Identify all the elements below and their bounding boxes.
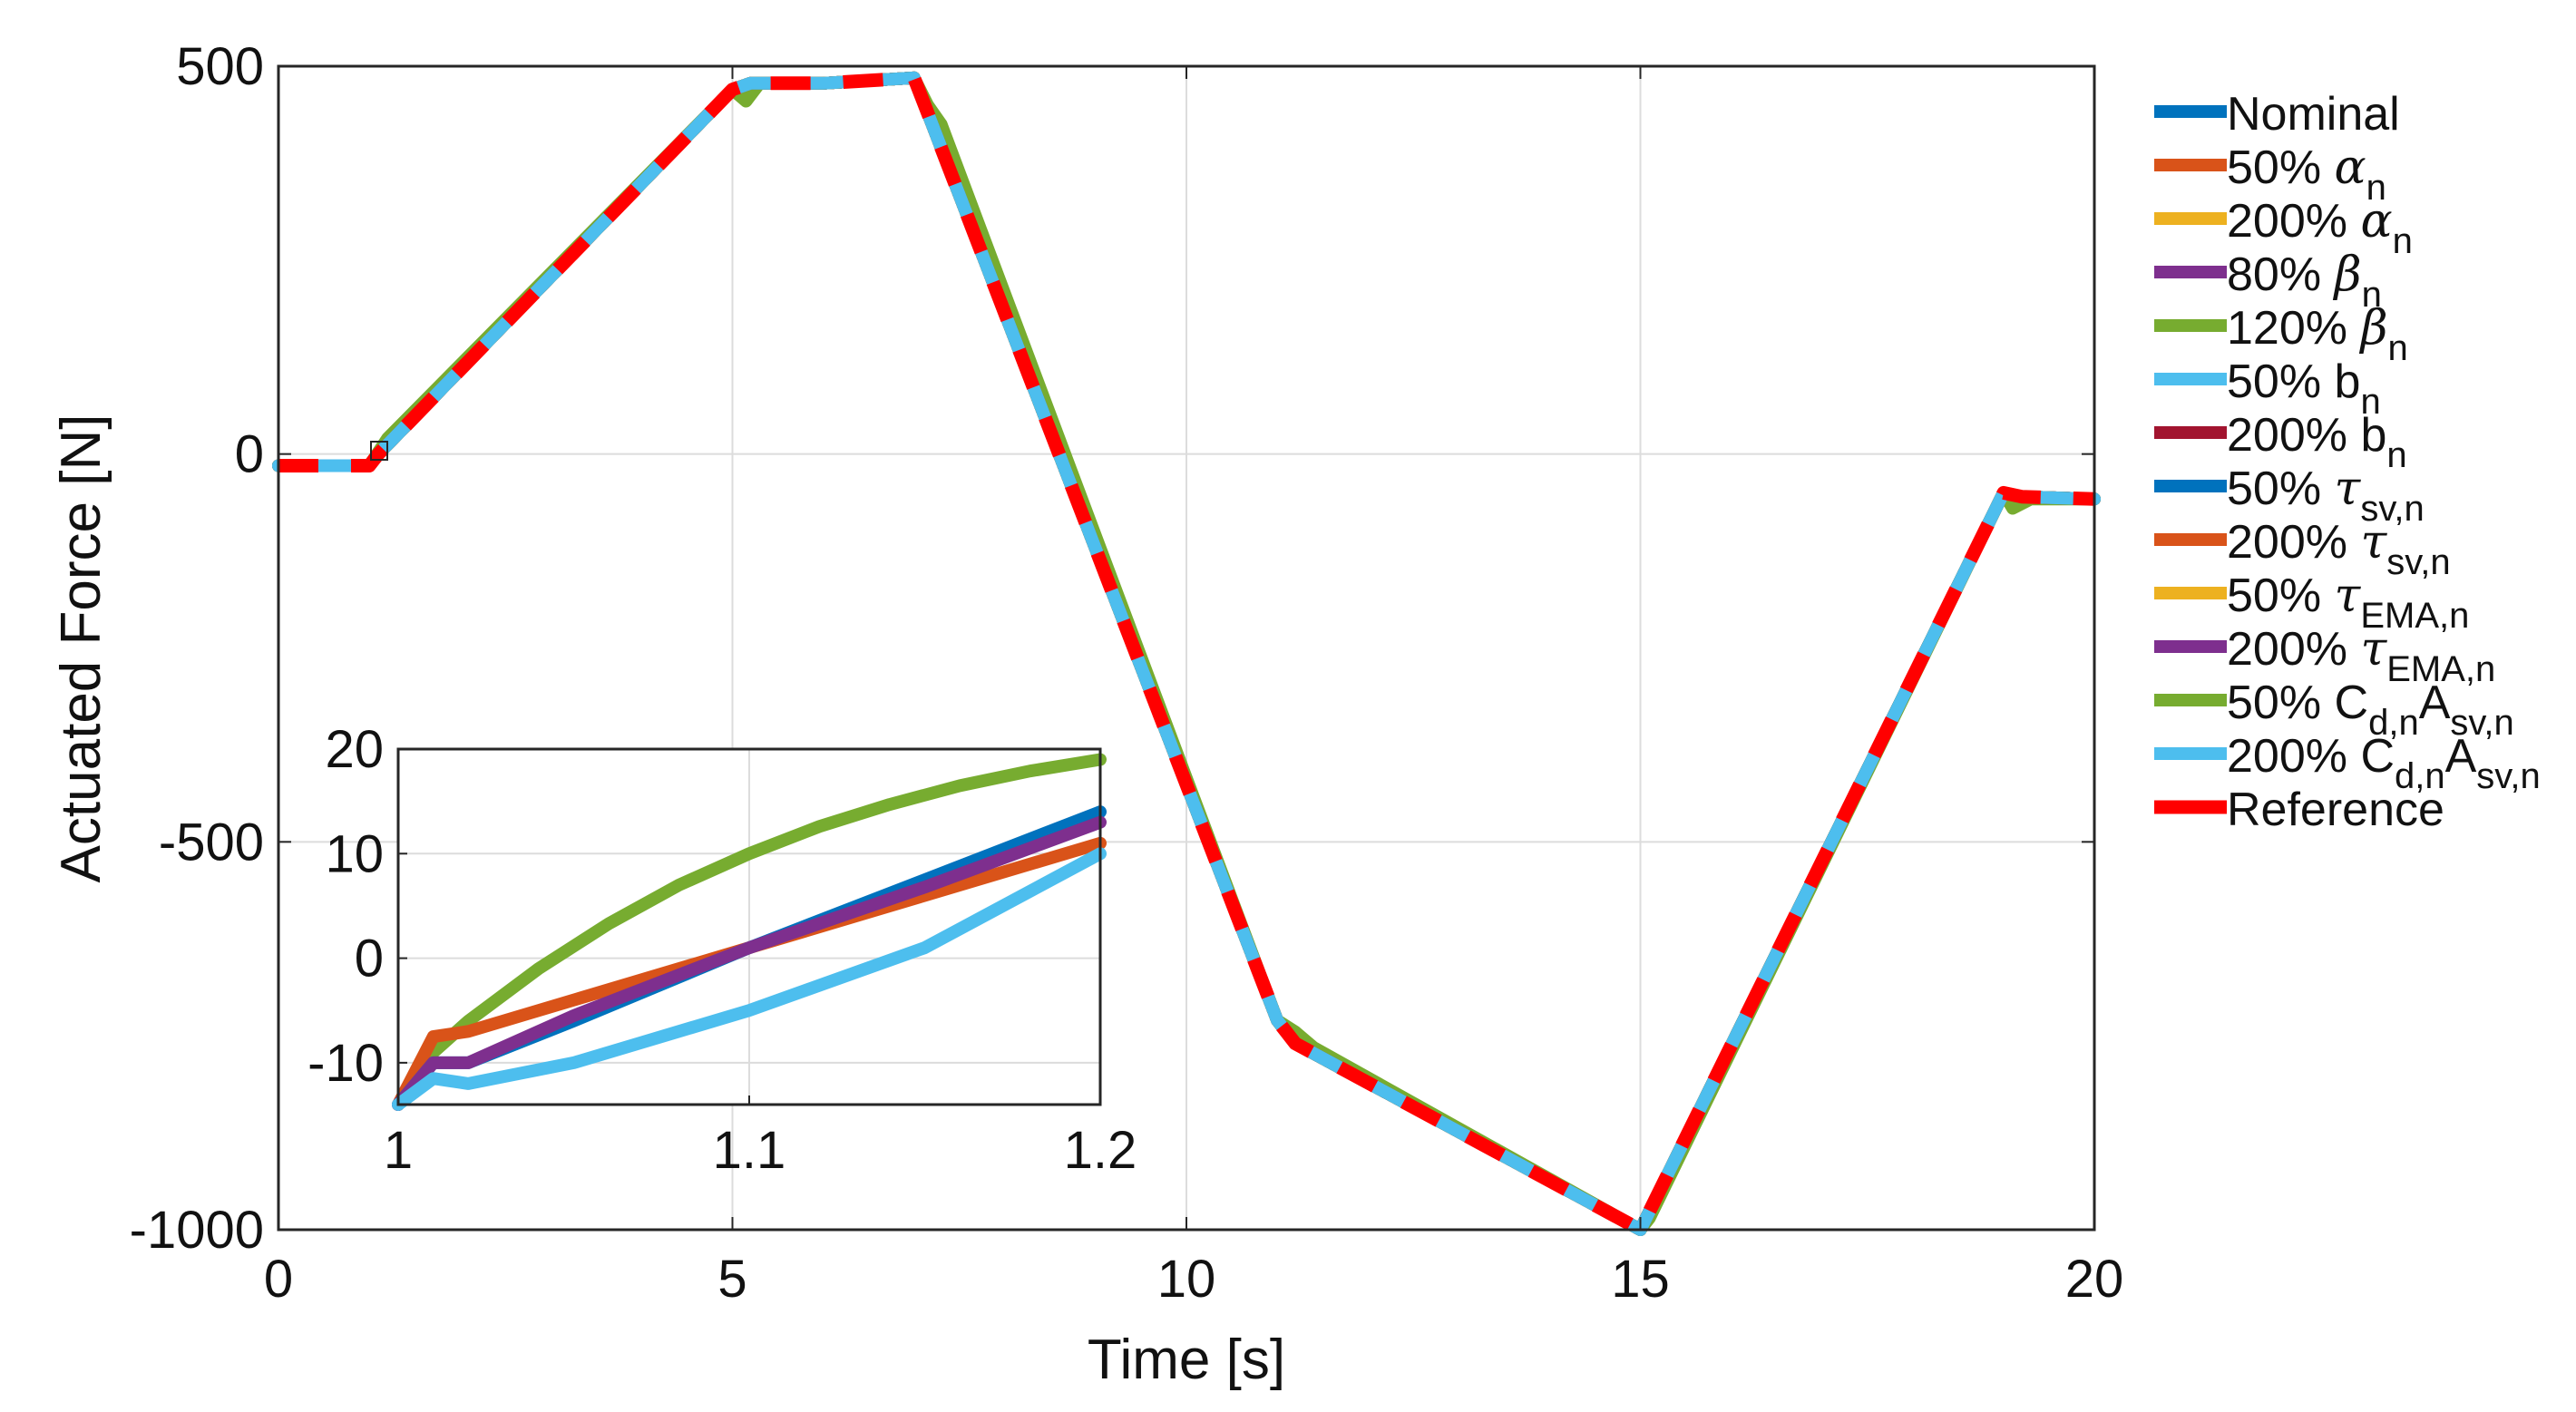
legend-label-label-sub: n (2388, 328, 2408, 368)
legend-label-label-sym: α (2335, 141, 2366, 195)
legend-label-label-main: 50% (2227, 570, 2335, 622)
main-y-tick-label: -1000 (130, 1201, 264, 1260)
legend-label-label-sub: d,n (2395, 756, 2445, 796)
legend-label-label-main: 120% (2227, 302, 2360, 355)
legend-label: 80% βn (2227, 248, 2382, 315)
legend-label-label-main: 50% (2227, 463, 2335, 515)
main-x-tick-label: 20 (2065, 1250, 2124, 1309)
legend-label-label-sym: α (2360, 194, 2392, 248)
legend-label-label-main: Reference (2227, 784, 2444, 836)
legend-label: Reference (2227, 784, 2444, 836)
legend-label-label-sym: τ (2360, 515, 2387, 570)
inset-x-tick-label: 1.1 (713, 1121, 786, 1180)
legend-label-label-sub: n (2360, 382, 2380, 422)
inset-x-ticks: 1 1.1 1.2 (384, 1096, 1137, 1180)
inset-series (392, 753, 1107, 1111)
legend-label-label-tail: A (2419, 677, 2451, 729)
inset-x-tick-label: 1 (384, 1121, 413, 1180)
inset-y-ticks: 20 10 0 -10 (307, 720, 407, 1093)
legend-label-label-sub: n (2362, 275, 2382, 315)
legend-label-label-sub: n (2393, 221, 2413, 261)
legend-item: 50% bn (2154, 355, 2381, 422)
legend-label-label-main: 50% (2227, 141, 2335, 194)
main-x-tick-label: 10 (1157, 1250, 1216, 1309)
legend-item: 200% Cd,nAsv,n (2154, 730, 2541, 796)
zoom-region-marker (370, 441, 388, 461)
legend-label-label-sub: sv,n (2386, 542, 2450, 582)
legend-label-label-main: 80% (2227, 248, 2335, 301)
series-line-reference (278, 71, 2095, 1237)
legend-label-label-main: Nominal (2227, 88, 2400, 141)
legend-label-label-main: 50% b (2227, 355, 2360, 408)
legend-label-label-sym: τ (2360, 622, 2387, 677)
legend-label-label-sub: n (2386, 435, 2406, 475)
legend-label: 200% Cd,nAsv,n (2227, 730, 2541, 796)
inset-series-line-200-c-d-n-a-sv-n (392, 847, 1107, 1111)
legend-label-label-main: 200% (2227, 516, 2360, 569)
legend-label-label-main: 200% (2227, 623, 2360, 676)
main-y-ticks: 500 0 -500 -1000 (130, 37, 2094, 1260)
legend-item: 200% τEMA,n (2154, 622, 2495, 689)
legend-label: 200% τEMA,n (2227, 622, 2495, 689)
legend-label-label-main: 200% (2227, 195, 2360, 248)
legend-item: 50% τsv,n (2154, 462, 2425, 529)
inset-y-tick-label: 10 (325, 824, 384, 883)
legend-item: 50% αn (2154, 141, 2386, 208)
legend-label-label-sym: β (2358, 301, 2387, 355)
legend-item: 120% βn (2154, 301, 2408, 368)
legend-label: 200% bn (2227, 409, 2407, 475)
legend-item: 200% τsv,n (2154, 515, 2451, 582)
legend-label-label-main: 200% C (2227, 730, 2395, 783)
legend-label: 50% τsv,n (2227, 462, 2425, 529)
legend-label-label-sub: EMA,n (2360, 596, 2469, 636)
inset-x-tick-label: 1.2 (1064, 1121, 1137, 1180)
legend-label: 120% βn (2227, 301, 2408, 368)
inset-y-tick-label: 20 (325, 720, 384, 779)
main-y-tick-label: 500 (176, 37, 264, 96)
legend-item: Reference (2154, 784, 2444, 836)
y-axis-title: Actuated Force [N] (50, 414, 112, 883)
main-y-tick-label: 0 (235, 425, 264, 484)
legend-item: 200% αn (2154, 194, 2413, 261)
inset-series-line-200-tau-ema-n (392, 815, 1107, 1111)
legend-label-label-main: 50% C (2227, 677, 2368, 729)
legend-label-label-main: 200% b (2227, 409, 2386, 462)
legend-label: 50% Cd,nAsv,n (2227, 677, 2514, 743)
main-y-tick-label: -500 (159, 813, 264, 872)
legend-label-label-sub: d,n (2368, 703, 2419, 743)
legend-label: 50% τEMA,n (2227, 569, 2469, 636)
legend-item: 50% Cd,nAsv,n (2154, 677, 2514, 743)
legend-label-label-sub: EMA,n (2386, 649, 2495, 689)
legend-label: 50% αn (2227, 141, 2386, 208)
legend-label-label-sym: τ (2335, 462, 2362, 516)
legend-item: 80% βn (2154, 248, 2382, 315)
main-x-tick-label: 0 (264, 1250, 293, 1309)
legend-label-label-sym: τ (2335, 569, 2362, 623)
legend-label-label-sub: n (2366, 168, 2386, 208)
main-x-tick-label: 15 (1611, 1250, 1670, 1309)
inset-y-tick-label: 0 (355, 930, 384, 988)
legend-label: Nominal (2227, 88, 2400, 141)
legend-label-label-tail: A (2445, 730, 2477, 783)
inset-series-line-200-tau-sv-n (392, 836, 1107, 1111)
main-x-ticks: 0 5 10 15 20 (264, 66, 2123, 1309)
legend-label-label-tail-sub: sv,n (2476, 756, 2540, 796)
legend-label: 50% bn (2227, 355, 2381, 422)
legend-label-label-sub: sv,n (2360, 489, 2424, 529)
legend-label-label-sym: β (2333, 248, 2362, 302)
main-series (272, 71, 2101, 1237)
legend-item: 200% bn (2154, 409, 2407, 475)
legend-label-label-tail-sub: sv,n (2450, 703, 2513, 743)
legend-item: Nominal (2154, 88, 2400, 141)
inset-y-tick-label: -10 (307, 1034, 384, 1093)
legend-label: 200% αn (2227, 194, 2413, 261)
legend-item: 50% τEMA,n (2154, 569, 2469, 636)
legend-label: 200% τsv,n (2227, 515, 2451, 582)
x-axis-title: Time [s] (1088, 1329, 1285, 1391)
main-x-tick-label: 5 (717, 1250, 746, 1309)
